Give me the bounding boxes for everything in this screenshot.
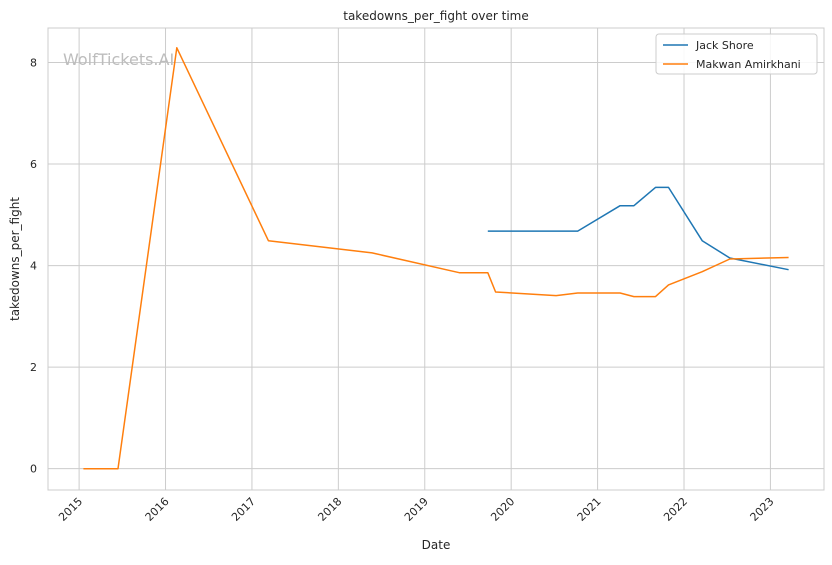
y-axis-label: takedowns_per_fight [8, 197, 22, 321]
x-tick-label: 2023 [748, 495, 777, 524]
y-tick-label: 0 [30, 463, 37, 476]
legend-label: Jack Shore [695, 39, 754, 52]
legend-box [655, 33, 818, 75]
series-line-jack-shore [487, 186, 789, 271]
x-tick-label: 2015 [56, 495, 85, 524]
y-ticks: 0 2 4 6 8 [30, 57, 37, 476]
series-group [83, 47, 789, 470]
x-axis-label: Date [422, 538, 451, 552]
grid [48, 28, 824, 490]
legend: Jack Shore Makwan Amirkhani [655, 33, 818, 75]
y-tick-label: 2 [30, 361, 37, 374]
x-tick-label: 2022 [661, 495, 690, 524]
x-tick-label: 2021 [575, 495, 604, 524]
x-tick-label: 2016 [143, 495, 172, 524]
y-tick-label: 8 [30, 57, 37, 70]
legend-label: Makwan Amirkhani [696, 58, 801, 71]
x-tick-label: 2020 [488, 495, 517, 524]
chart-title: takedowns_per_fight over time [343, 9, 529, 23]
y-tick-label: 4 [30, 260, 37, 273]
x-tick-label: 2017 [229, 495, 258, 524]
watermark: WolfTickets.AI [63, 50, 174, 69]
x-tick-label: 2018 [315, 495, 344, 524]
x-ticks: 2015 2016 2017 2018 2019 2020 2021 2022 2023 [56, 495, 776, 524]
series-line-makwan-amirkhani [83, 47, 789, 470]
x-tick-label: 2019 [402, 495, 431, 524]
y-tick-label: 6 [30, 158, 37, 171]
plot-frame [47, 27, 825, 491]
